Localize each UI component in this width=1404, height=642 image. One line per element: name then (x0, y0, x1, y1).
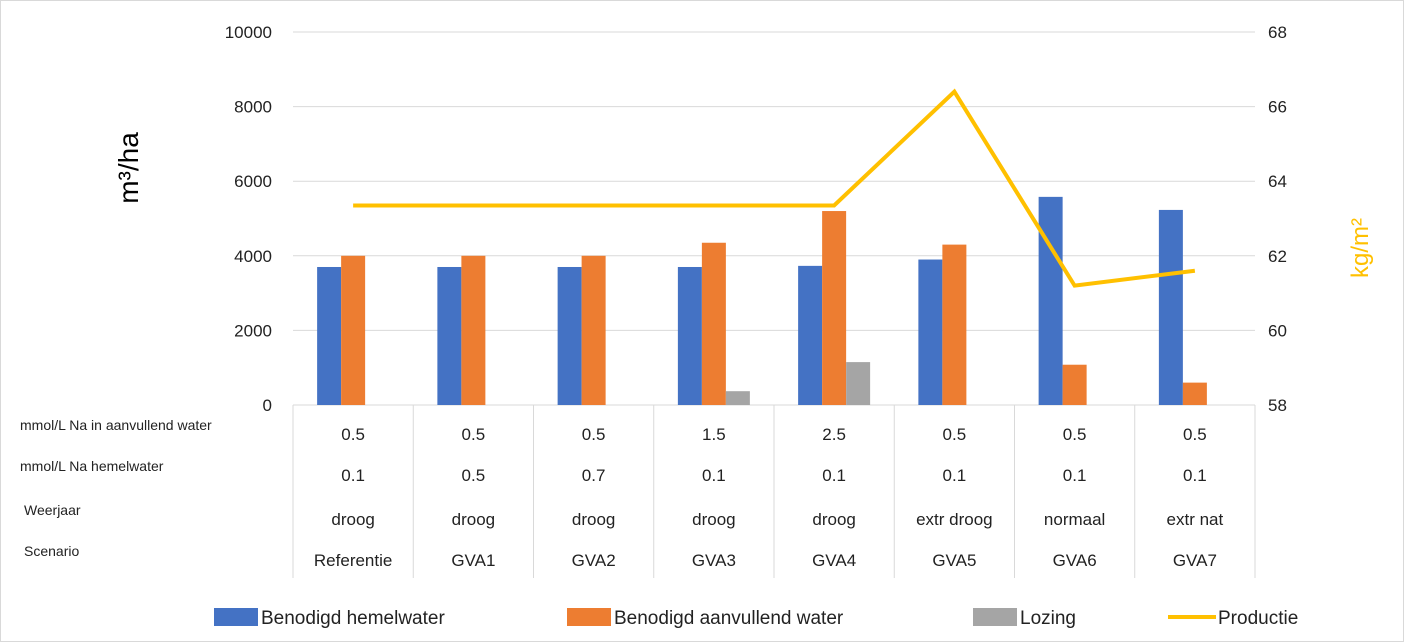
left-axis-ticks: 0 2000 4000 6000 8000 10000 (225, 23, 272, 415)
bar (1062, 364, 1087, 405)
right-tick-label: 60 (1268, 321, 1287, 340)
table-cell: 0.7 (582, 466, 606, 485)
left-axis-title: m³/ha (113, 132, 144, 204)
legend-swatch (973, 608, 1017, 626)
right-axis-title: kg/m² (1347, 218, 1374, 278)
bar (798, 265, 823, 405)
data-table: mmol/L Na in aanvullend water 0.5 0.5 0.5 1.… (20, 404, 1256, 578)
table-cell: 0.1 (341, 466, 365, 485)
table-cell: GVA7 (1173, 551, 1217, 570)
right-tick-label: 62 (1268, 247, 1287, 266)
table-cell: 0.5 (582, 425, 606, 444)
table-cell: droog (812, 510, 855, 529)
right-axis-ticks: 58 60 62 64 66 68 (1268, 23, 1287, 415)
bar (725, 391, 750, 405)
table-cell: 0.1 (1183, 466, 1207, 485)
table-row-label: mmol/L Na in aanvullend water (20, 417, 212, 433)
table-cell: Referentie (314, 551, 392, 570)
bar (942, 244, 967, 405)
table-cell: GVA3 (692, 551, 736, 570)
table-row-label: Scenario (24, 543, 79, 559)
table-cell: GVA1 (451, 551, 495, 570)
table-cell: 0.5 (462, 425, 486, 444)
legend-label: Lozing (1020, 608, 1076, 629)
legend: Benodigd hemelwater Benodigd aanvullend w… (214, 608, 1298, 629)
legend-swatch (567, 608, 611, 626)
right-tick-label: 58 (1268, 396, 1287, 415)
table-cell: extr nat (1167, 510, 1224, 529)
table-cell: 0.1 (822, 466, 846, 485)
table-cell: 0.5 (1063, 425, 1087, 444)
right-tick-label: 66 (1268, 98, 1287, 117)
bar (1038, 196, 1063, 405)
legend-label: Benodigd hemelwater (261, 608, 445, 629)
left-tick-label: 8000 (234, 98, 272, 117)
table-cell: 0.5 (462, 466, 486, 485)
bar (677, 266, 702, 405)
left-tick-label: 10000 (225, 23, 272, 42)
bar (461, 255, 486, 405)
table-cell: 1.5 (702, 425, 726, 444)
table-cell: GVA5 (932, 551, 976, 570)
table-row-label: mmol/L Na hemelwater (20, 458, 164, 474)
table-cell: droog (452, 510, 495, 529)
table-cell: 0.1 (943, 466, 967, 485)
bar (317, 266, 342, 405)
left-tick-label: 2000 (234, 321, 272, 340)
bar (1158, 209, 1183, 405)
bar (557, 266, 582, 405)
right-tick-label: 64 (1268, 172, 1287, 191)
left-tick-label: 6000 (234, 172, 272, 191)
legend-swatch (214, 608, 258, 626)
left-tick-label: 4000 (234, 247, 272, 266)
table-cell: GVA2 (572, 551, 616, 570)
table-cell: 0.1 (702, 466, 726, 485)
table-cell: 0.1 (1063, 466, 1087, 485)
table-cell: droog (692, 510, 735, 529)
left-tick-label: 0 (263, 396, 272, 415)
table-cell: 2.5 (822, 425, 846, 444)
bar (1182, 382, 1207, 405)
table-cell: droog (572, 510, 615, 529)
right-tick-label: 68 (1268, 23, 1287, 42)
table-cell: droog (331, 510, 374, 529)
table-cell: 0.5 (1183, 425, 1207, 444)
legend-label: Benodigd aanvullend water (614, 608, 844, 629)
table-cell: GVA4 (812, 551, 856, 570)
bar (918, 259, 943, 405)
table-cell: GVA6 (1053, 551, 1097, 570)
table-row-label: Weerjaar (24, 502, 81, 518)
bar (846, 362, 871, 405)
table-cell: extr droog (916, 510, 993, 529)
table-cell: normaal (1044, 510, 1105, 529)
bar-series (317, 196, 1207, 405)
line-series (353, 88, 1196, 288)
bar (822, 211, 847, 405)
table-cell: 0.5 (341, 425, 365, 444)
bar (437, 266, 462, 405)
productie-line (353, 88, 1196, 288)
table-cell: 0.5 (943, 425, 967, 444)
bar (341, 255, 366, 405)
bar (701, 242, 726, 405)
legend-label: Productie (1218, 608, 1298, 629)
bar (581, 255, 606, 405)
